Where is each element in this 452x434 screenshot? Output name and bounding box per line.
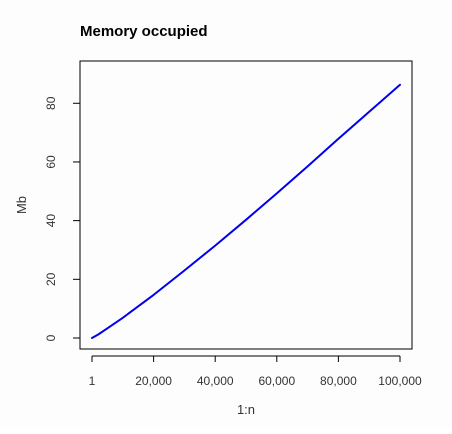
series-line-1	[91, 83, 401, 339]
y-tick-label: 80	[44, 96, 58, 110]
x-tick-label: 60,000	[258, 374, 295, 388]
chart-title: Memory occupied	[80, 23, 208, 40]
x-tick-label: 1	[89, 374, 96, 388]
x-axis: 1 20,000 40,000 60,000 80,000 100,000	[89, 355, 422, 388]
y-tick-label: 40	[44, 214, 58, 228]
y-tick-label: 0	[44, 334, 58, 341]
x-tick-label: 80,000	[320, 374, 357, 388]
x-tick-label: 20,000	[135, 374, 172, 388]
y-axis: 0 20 40 60 80	[44, 96, 81, 341]
x-axis-label: 1:n	[237, 402, 255, 417]
x-tick-label: 100,000	[378, 374, 422, 388]
y-tick-label: 60	[44, 155, 58, 169]
y-axis-label: Mb	[14, 196, 29, 214]
series-layer	[91, 83, 401, 339]
y-tick-label: 20	[44, 272, 58, 286]
x-tick-label: 40,000	[197, 374, 234, 388]
